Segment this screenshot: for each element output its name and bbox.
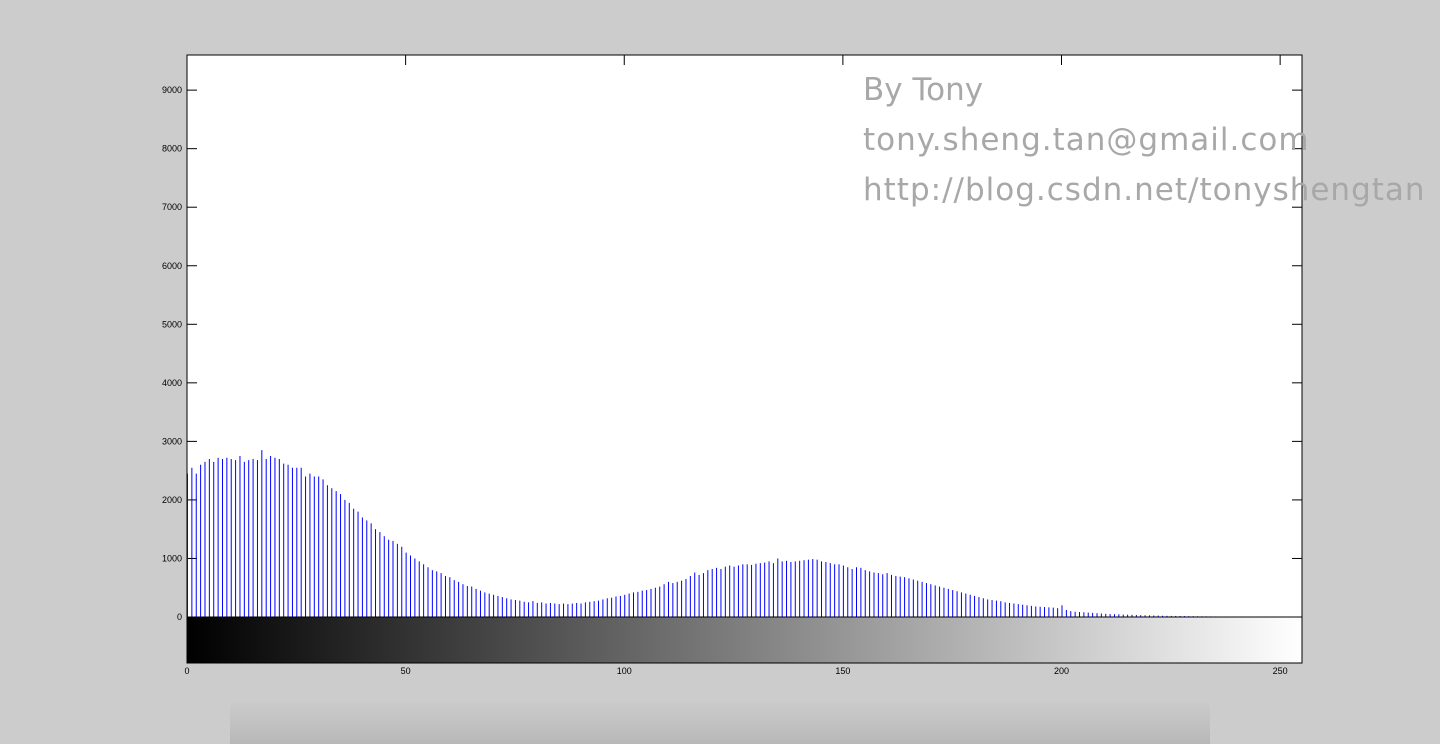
- annotation: By Tony: [863, 72, 983, 108]
- x-tick-label: 50: [401, 666, 411, 676]
- y-tick-label: 1000: [162, 553, 182, 563]
- plot-area: [186, 54, 1303, 618]
- y-tick-label: 3000: [162, 436, 182, 446]
- y-tick-label: 2000: [162, 495, 182, 505]
- x-tick-label: 150: [835, 666, 850, 676]
- y-tick-label: 8000: [162, 144, 182, 154]
- x-tick-label: 200: [1054, 666, 1069, 676]
- y-tick-label: 7000: [162, 202, 182, 212]
- y-tick-label: 0: [177, 612, 182, 622]
- annotation: tony.sheng.tan@gmail.com: [863, 122, 1310, 158]
- y-tick-label: 6000: [162, 261, 182, 271]
- x-tick-label: 0: [184, 666, 189, 676]
- y-tick-label: 4000: [162, 378, 182, 388]
- x-tick-label: 100: [617, 666, 632, 676]
- colorbar: [186, 616, 1303, 664]
- y-tick-label: 9000: [162, 85, 182, 95]
- window-shadow: [230, 700, 1210, 744]
- annotation: http://blog.csdn.net/tonyshengtan: [863, 172, 1426, 208]
- x-tick-label: 250: [1273, 666, 1288, 676]
- y-tick-label: 5000: [162, 319, 182, 329]
